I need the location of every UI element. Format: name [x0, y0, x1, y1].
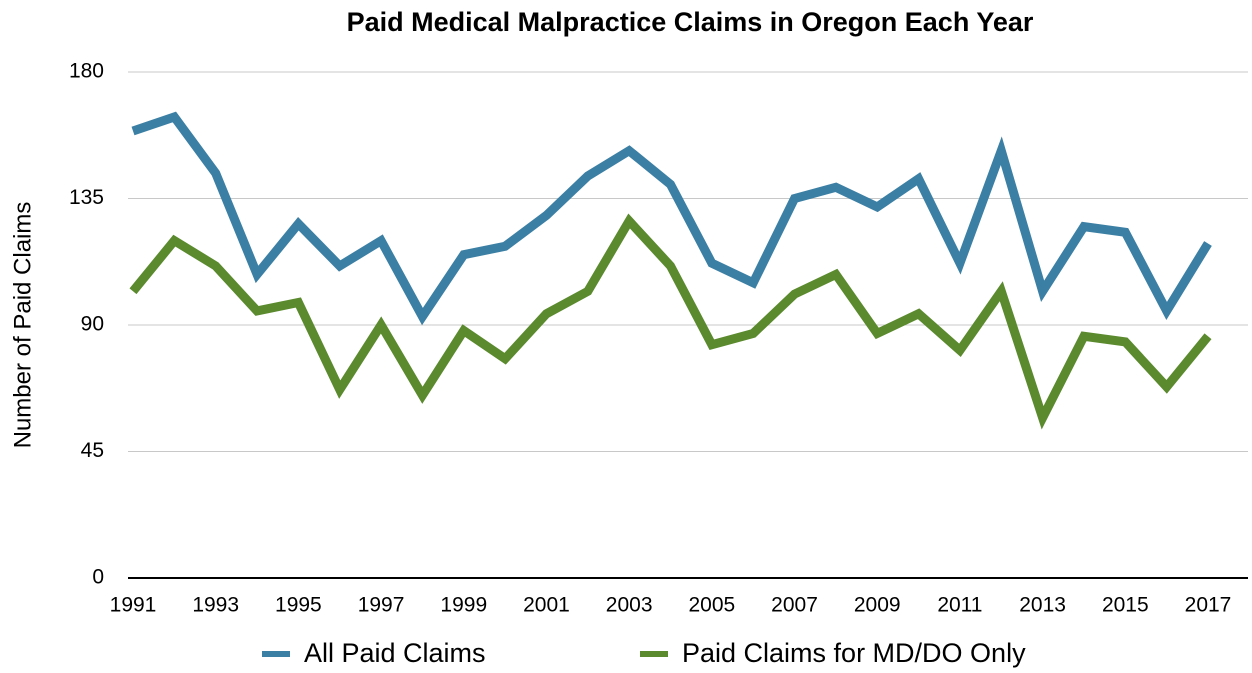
y-axis-label: Number of Paid Claims — [9, 202, 36, 449]
y-tick-label: 135 — [69, 186, 104, 209]
legend-label: All Paid Claims — [304, 638, 486, 668]
x-tick-label: 2001 — [523, 594, 570, 617]
y-tick-label: 45 — [81, 439, 104, 462]
x-tick-label: 2009 — [854, 594, 901, 617]
x-tick-label: 2017 — [1185, 594, 1232, 617]
y-tick-label: 90 — [81, 313, 104, 336]
x-tick-label: 1995 — [275, 594, 322, 617]
y-tick-label: 180 — [69, 60, 104, 83]
legend-label: Paid Claims for MD/DO Only — [682, 638, 1026, 668]
chart-title: Paid Medical Malpractice Claims in Orego… — [347, 7, 1034, 37]
y-tick-label: 0 — [92, 566, 104, 589]
x-tick-label: 2011 — [937, 594, 982, 617]
x-tick-label: 1993 — [192, 594, 239, 617]
x-tick-label: 2005 — [688, 594, 735, 617]
x-tick-label: 2003 — [606, 594, 653, 617]
x-tick-label: 1999 — [440, 594, 487, 617]
x-tick-label: 1991 — [110, 594, 157, 617]
x-tick-label: 2013 — [1019, 594, 1066, 617]
x-tick-label: 1997 — [358, 594, 405, 617]
x-tick-label: 2007 — [771, 594, 818, 617]
series-line — [129, 213, 1212, 430]
x-tick-label: 2015 — [1102, 594, 1149, 617]
series-line — [131, 111, 1212, 326]
